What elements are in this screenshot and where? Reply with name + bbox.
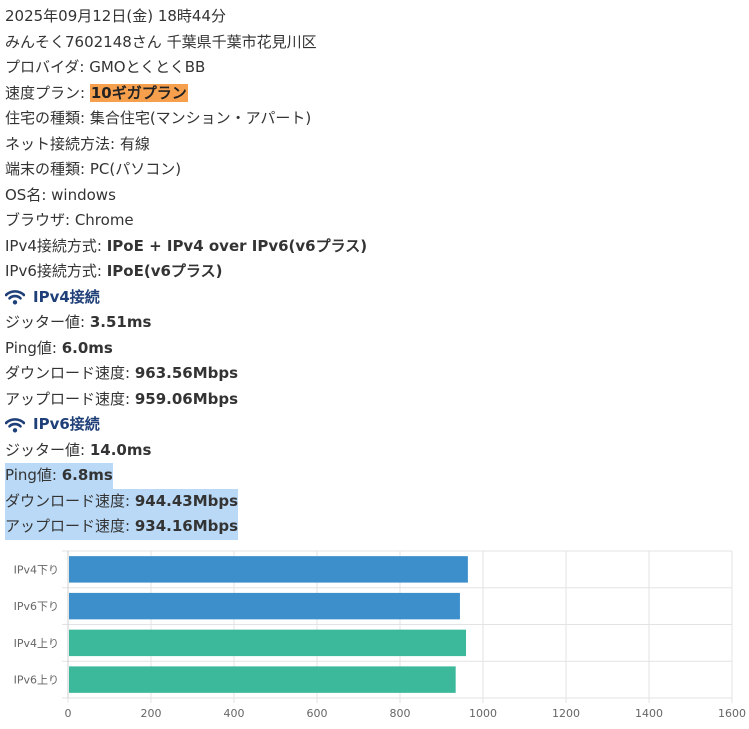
ipv4-upload-value: 959.06Mbps — [134, 389, 239, 408]
device-value: PC(パソコン) — [89, 160, 182, 178]
connection-row: ネット接続方法: 有線 — [5, 132, 367, 158]
ipv4-download-label: ダウンロード速度: — [5, 364, 135, 382]
plan-row: 速度プラン: 10ギガプラン — [5, 81, 367, 107]
ipv6-upload-row: アップロード速度: 934.16Mbps — [5, 514, 367, 540]
browser-label: ブラウザ: — [5, 211, 75, 229]
plan-badge: 10ギガプラン — [89, 83, 188, 102]
ipv6-ping-row: Ping値: 6.8ms — [5, 463, 367, 489]
ipv4-download-value: 963.56Mbps — [134, 364, 239, 382]
ipv6-section-title: IPv6接続 — [5, 412, 367, 438]
x-tick-label: 400 — [224, 707, 245, 720]
os-value: windows — [51, 185, 116, 204]
ipv6-jitter-row: ジッター値: 14.0ms — [5, 438, 367, 464]
ipv4-method-label: IPv4接続方式: — [5, 236, 107, 255]
ipv4-section-title: IPv4接続 — [5, 285, 367, 311]
ipv6-download-row: ダウンロード速度: 944.43Mbps — [5, 488, 367, 514]
ipv4-method-value: IPoE + IPv4 over IPv6(v6プラス) — [106, 236, 368, 255]
user-location: みんそく7602148さん 千葉県千葉市花見川区 — [5, 32, 317, 51]
os-label: OS名: — [5, 185, 52, 204]
ipv4-jitter-label: ジッター値: — [5, 313, 90, 331]
plan-label: 速度プラン: — [5, 83, 90, 102]
ipv6-upload-value: 934.16Mbps — [134, 517, 239, 535]
result-info: 2025年09月12日(金) 18時44分 みんそく7602148さん 千葉県千… — [5, 4, 367, 540]
ipv6-title: IPv6接続 — [33, 415, 100, 433]
category-label: IPv6下り — [14, 600, 59, 613]
ipv4-method-row: IPv4接続方式: IPoE + IPv4 over IPv6(v6プラス) — [5, 234, 367, 260]
ipv4-upload-label: アップロード速度: — [5, 389, 135, 408]
device-row: 端末の種類: PC(パソコン) — [5, 157, 367, 183]
provider-label: プロバイダ: — [5, 58, 90, 76]
connection-value: 有線 — [119, 134, 150, 153]
bar-4 — [69, 666, 456, 693]
provider-row: プロバイダ: GMOとくとくBB — [5, 55, 367, 81]
x-tick-label: 600 — [307, 707, 328, 720]
ipv6-upload-label: アップロード速度: — [5, 517, 135, 535]
ipv4-upload-row: アップロード速度: 959.06Mbps — [5, 387, 367, 413]
bar-1 — [69, 556, 468, 583]
browser-row: ブラウザ: Chrome — [5, 208, 367, 234]
wifi-icon — [5, 417, 25, 433]
ipv4-ping-label: Ping値: — [5, 338, 62, 357]
ipv6-download-value: 944.43Mbps — [134, 491, 239, 510]
ipv6-ping-selection: Ping値: 6.8ms — [5, 463, 113, 489]
ipv4-jitter-row: ジッター値: 3.51ms — [5, 310, 367, 336]
bar-3 — [69, 629, 467, 657]
x-tick-label: 800 — [390, 707, 411, 720]
housing-row: 住宅の種類: 集合住宅(マンション・アパート) — [5, 106, 367, 132]
category-label: IPv4下り — [14, 563, 59, 576]
ipv6-method-row: IPv6接続方式: IPoE(v6プラス) — [5, 259, 367, 285]
ipv6-method-label: IPv6接続方式: — [5, 262, 107, 280]
ipv6-ping-label: Ping値: — [5, 466, 62, 484]
ipv6-upload-selection: アップロード速度: 934.16Mbps — [5, 514, 239, 540]
x-tick-label: 1000 — [469, 707, 497, 720]
x-tick-label: 200 — [141, 707, 162, 720]
x-tick-label: 1200 — [552, 707, 580, 720]
ipv6-jitter-label: ジッター値: — [5, 440, 90, 459]
device-label: 端末の種類: — [5, 160, 90, 178]
ipv6-jitter-value: 14.0ms — [89, 440, 152, 459]
ipv6-method-value: IPoE(v6プラス) — [106, 262, 223, 280]
ipv4-ping-row: Ping値: 6.0ms — [5, 336, 367, 362]
ipv4-title: IPv4接続 — [33, 287, 100, 306]
x-tick-label: 1400 — [635, 707, 663, 720]
x-tick-label: 1600 — [718, 707, 746, 720]
category-label: IPv6上り — [14, 674, 59, 687]
connection-label: ネット接続方法: — [5, 134, 120, 153]
wifi-icon — [5, 290, 25, 305]
ipv4-download-row: ダウンロード速度: 963.56Mbps — [5, 361, 367, 387]
x-tick-label: 0 — [65, 707, 72, 720]
ipv6-download-label: ダウンロード速度: — [5, 491, 135, 510]
browser-value: Chrome — [74, 211, 134, 229]
speed-bar-chart: 0 200 400 600 800 1000 1200 1400 1600 IPv4下り IPv6下… — [14, 550, 746, 720]
datetime: 2025年09月12日(金) 18時44分 — [5, 7, 226, 25]
provider-value: GMOとくとくBB — [89, 58, 206, 76]
ipv4-ping-value: 6.0ms — [61, 338, 113, 357]
ipv6-ping-value: 6.8ms — [61, 466, 113, 484]
ipv6-download-selection: ダウンロード速度: 944.43Mbps — [5, 488, 239, 514]
os-row: OS名: windows — [5, 183, 367, 209]
ipv4-jitter-value: 3.51ms — [89, 313, 152, 331]
housing-value: 集合住宅(マンション・アパート) — [89, 109, 312, 127]
bar-2 — [69, 592, 460, 620]
category-label: IPv4上り — [14, 637, 59, 650]
housing-label: 住宅の種類: — [5, 109, 90, 127]
